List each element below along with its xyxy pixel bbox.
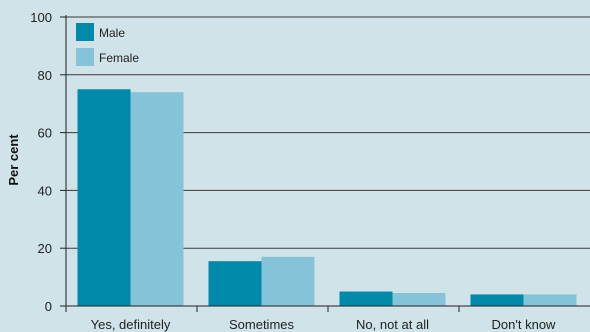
x-tick-label: No, not at all	[356, 317, 429, 332]
legend-swatch-male	[76, 23, 94, 41]
y-tick-label: 20	[38, 241, 52, 256]
y-tick-label: 100	[30, 10, 52, 25]
legend-label-female: Female	[99, 51, 139, 65]
bar-female-3	[523, 294, 577, 306]
bar-male-1	[208, 261, 262, 306]
y-axis-title: Per cent	[6, 134, 21, 186]
y-tick-label: 80	[38, 68, 52, 83]
bar-female-2	[392, 292, 446, 306]
bar-male-0	[77, 89, 131, 306]
legend: Male Female	[76, 23, 139, 66]
x-tick-label: Sometimes	[229, 317, 295, 332]
x-tick-label: Yes, definitely	[91, 317, 171, 332]
y-tick-label: 60	[38, 126, 52, 141]
bar-male-2	[339, 291, 393, 306]
bar-male-3	[470, 294, 524, 306]
legend-swatch-female	[76, 48, 94, 66]
axes	[60, 15, 590, 312]
x-tick-label: Don't know	[492, 317, 557, 332]
bars	[77, 89, 577, 306]
bar-female-0	[130, 92, 184, 306]
y-tick-label: 40	[38, 183, 52, 198]
y-tick-label: 0	[45, 299, 52, 314]
x-axis-ticks: Yes, definitely Sometimes No, not at all Do…	[91, 306, 556, 332]
y-axis-ticks: 0 20 40 60 80 100	[30, 10, 66, 314]
bar-female-1	[261, 256, 315, 306]
legend-label-male: Male	[99, 26, 125, 40]
